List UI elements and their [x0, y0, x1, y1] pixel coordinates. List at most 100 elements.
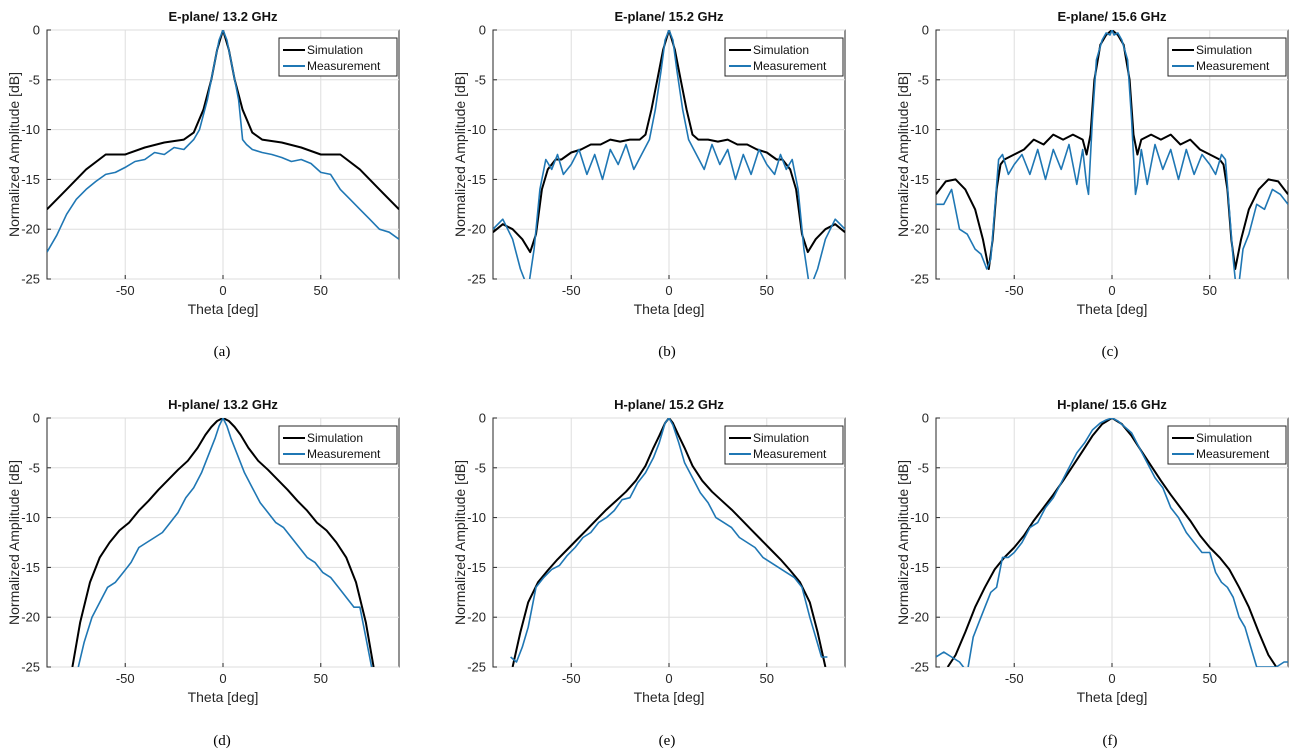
x-tick-label: 50: [760, 671, 774, 686]
legend-box: [278, 425, 398, 465]
x-axis-label: Theta [deg]: [1077, 689, 1148, 705]
legend: Simulation Measurement: [1167, 37, 1287, 77]
y-tick-label: -20: [467, 222, 486, 237]
y-tick-label: -5: [474, 460, 486, 475]
series-line-measurement: [493, 30, 845, 279]
y-tick-label: -15: [910, 560, 929, 575]
x-tick-label: -50: [562, 671, 581, 686]
y-axis-label: Normalized Amplitude [dB]: [452, 460, 468, 625]
y-tick-label: -25: [910, 272, 929, 287]
chart-title: H-plane/ 15.2 GHz: [614, 397, 724, 412]
x-tick-label: 0: [219, 283, 226, 298]
legend-label-measurement: Measurement: [1196, 447, 1270, 461]
y-axis-label: Normalized Amplitude [dB]: [895, 460, 911, 625]
legend-label-measurement: Measurement: [307, 447, 381, 461]
legend: Simulation Measurement: [278, 425, 398, 465]
x-axis-label: Theta [deg]: [634, 301, 705, 317]
legend-label-measurement: Measurement: [753, 59, 827, 73]
legend: Simulation Measurement: [724, 37, 844, 77]
x-axis-label: Theta [deg]: [188, 301, 259, 317]
series-line-measurement: [936, 418, 1288, 667]
x-tick-label: 50: [1203, 671, 1217, 686]
legend-box: [1167, 37, 1287, 77]
series-group: [71, 418, 375, 667]
x-tick-label: -50: [116, 671, 135, 686]
x-tick-label: 0: [219, 671, 226, 686]
y-tick-label: -25: [21, 660, 40, 675]
x-tick-label: 0: [665, 283, 672, 298]
y-tick-label: 0: [922, 23, 929, 38]
subfigure-caption: (d): [213, 733, 231, 749]
x-tick-label: 0: [1108, 283, 1115, 298]
series-line-measurement: [936, 30, 1288, 279]
legend-box: [1167, 425, 1287, 465]
y-axis-label: Normalized Amplitude [dB]: [6, 460, 22, 625]
series-line-measurement: [47, 30, 399, 253]
legend-label-measurement: Measurement: [1196, 59, 1270, 73]
y-tick-label: -20: [467, 610, 486, 625]
y-tick-label: -5: [917, 72, 929, 87]
y-tick-label: -10: [910, 510, 929, 525]
x-tick-label: -50: [116, 283, 135, 298]
chart-title: E-plane/ 15.6 GHz: [1057, 9, 1167, 24]
y-tick-label: -15: [21, 560, 40, 575]
y-tick-label: 0: [479, 411, 486, 426]
legend: Simulation Measurement: [724, 425, 844, 465]
y-tick-label: -25: [21, 272, 40, 287]
legend-box: [724, 425, 844, 465]
chart-title: H-plane/ 13.2 GHz: [168, 397, 278, 412]
x-tick-label: 50: [1203, 283, 1217, 298]
x-tick-label: 0: [1108, 671, 1115, 686]
legend-label-measurement: Measurement: [753, 447, 827, 461]
legend-label-simulation: Simulation: [307, 43, 363, 57]
subfigure-caption: (a): [214, 344, 231, 360]
series-line-simulation: [511, 418, 827, 667]
y-tick-label: -10: [21, 122, 40, 137]
y-tick-label: 0: [922, 411, 929, 426]
x-axis-label: Theta [deg]: [1077, 301, 1148, 317]
subfigure-caption: (e): [659, 733, 676, 749]
subfigure-caption: (b): [658, 344, 676, 360]
y-tick-label: -15: [21, 172, 40, 187]
legend-box: [724, 37, 844, 77]
y-tick-label: -5: [917, 460, 929, 475]
chart-panel-4: -50 0 50 0 -5 -10 -15 -20 -25 H-plane/ 13.2 GHz Th…: [6, 397, 400, 705]
x-tick-label: 50: [760, 283, 774, 298]
y-tick-label: -5: [28, 72, 40, 87]
y-tick-label: -15: [910, 172, 929, 187]
x-tick-label: 50: [314, 283, 328, 298]
legend-label-simulation: Simulation: [1196, 431, 1252, 445]
y-axis-label: Normalized Amplitude [dB]: [452, 72, 468, 237]
chart-panel-2: -50 0 50 0 -5 -10 -15 -20 -25 E-plane/ 15.2 GHz Th…: [452, 9, 846, 317]
legend-label-simulation: Simulation: [1196, 43, 1252, 57]
y-tick-label: -20: [21, 222, 40, 237]
x-tick-label: -50: [562, 283, 581, 298]
y-tick-label: 0: [33, 411, 40, 426]
x-tick-label: 50: [314, 671, 328, 686]
series-group: [493, 30, 845, 279]
legend-label-simulation: Simulation: [307, 431, 363, 445]
chart-title: E-plane/ 13.2 GHz: [168, 9, 278, 24]
series-group: [936, 30, 1288, 279]
y-tick-label: 0: [33, 23, 40, 38]
y-tick-label: -5: [474, 72, 486, 87]
y-tick-label: 0: [479, 23, 486, 38]
chart-panel-3: -50 0 50 0 -5 -10 -15 -20 -25 E-plane/ 15.6 GHz Th…: [895, 9, 1289, 317]
series-line-simulation: [47, 30, 399, 211]
series-line-measurement: [510, 418, 828, 663]
x-tick-label: 0: [665, 671, 672, 686]
x-tick-label: -50: [1005, 283, 1024, 298]
series-group: [510, 418, 828, 667]
legend-label-simulation: Simulation: [753, 431, 809, 445]
chart-title: E-plane/ 15.2 GHz: [614, 9, 724, 24]
y-tick-label: -10: [910, 122, 929, 137]
series-group: [47, 30, 399, 253]
y-tick-label: -20: [910, 610, 929, 625]
legend-box: [278, 37, 398, 77]
x-axis-label: Theta [deg]: [188, 689, 259, 705]
legend-label-measurement: Measurement: [307, 59, 381, 73]
legend-label-simulation: Simulation: [753, 43, 809, 57]
subfigure-caption: (c): [1102, 344, 1119, 360]
y-tick-label: -15: [467, 172, 486, 187]
